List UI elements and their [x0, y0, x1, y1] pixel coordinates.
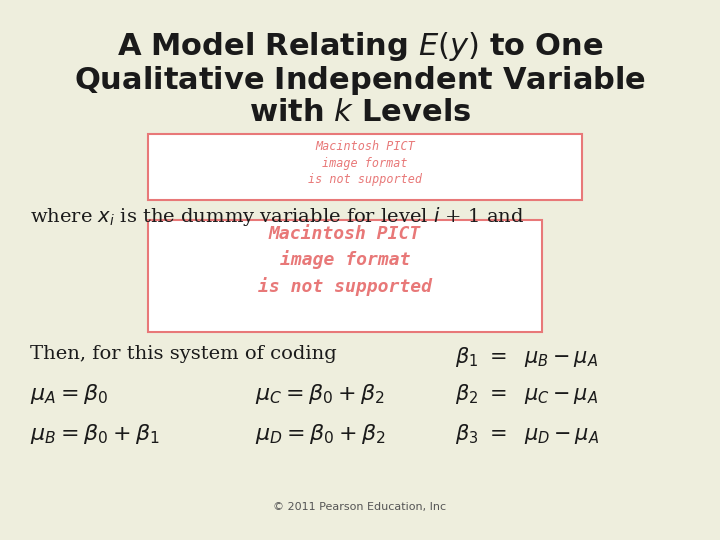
FancyBboxPatch shape [148, 134, 582, 200]
FancyBboxPatch shape [148, 220, 542, 332]
Text: Then, for this system of coding: Then, for this system of coding [30, 345, 337, 363]
Text: $\bf{A\ Model\ Relating}\ \it{E(y)}\ \bf{to\ One}$: $\bf{A\ Model\ Relating}\ \it{E(y)}\ \bf… [117, 30, 603, 63]
Text: $\bf{with}\ \it{k}\ \bf{Levels}$: $\bf{with}\ \it{k}\ \bf{Levels}$ [249, 98, 471, 127]
Text: where $x_i$ is the dummy variable for level $i$ + 1 and: where $x_i$ is the dummy variable for le… [30, 205, 524, 228]
Text: $\bf{Qualitative\ Independent\ Variable}$: $\bf{Qualitative\ Independent\ Variable}… [74, 64, 646, 97]
Text: $\beta_2\ =\ \ \mu_C - \mu_A$: $\beta_2\ =\ \ \mu_C - \mu_A$ [455, 382, 598, 406]
Text: Macintosh PICT
image format
is not supported: Macintosh PICT image format is not suppo… [308, 140, 422, 186]
Text: $\mu_A = \beta_0$: $\mu_A = \beta_0$ [30, 382, 108, 406]
Text: $\mu_B = \beta_0 + \beta_1$: $\mu_B = \beta_0 + \beta_1$ [30, 422, 160, 446]
Text: $\beta_3\ =\ \ \mu_D - \mu_A$: $\beta_3\ =\ \ \mu_D - \mu_A$ [455, 422, 599, 446]
Text: $\mu_D = \beta_0 + \beta_2$: $\mu_D = \beta_0 + \beta_2$ [255, 422, 386, 446]
Text: $\mu_C = \beta_0 + \beta_2$: $\mu_C = \beta_0 + \beta_2$ [255, 382, 384, 406]
Text: Macintosh PICT
image format
is not supported: Macintosh PICT image format is not suppo… [258, 225, 432, 296]
Text: $\beta_1\ =\ \ \mu_B - \mu_A$: $\beta_1\ =\ \ \mu_B - \mu_A$ [455, 345, 598, 369]
Text: © 2011 Pearson Education, Inc: © 2011 Pearson Education, Inc [274, 502, 446, 512]
